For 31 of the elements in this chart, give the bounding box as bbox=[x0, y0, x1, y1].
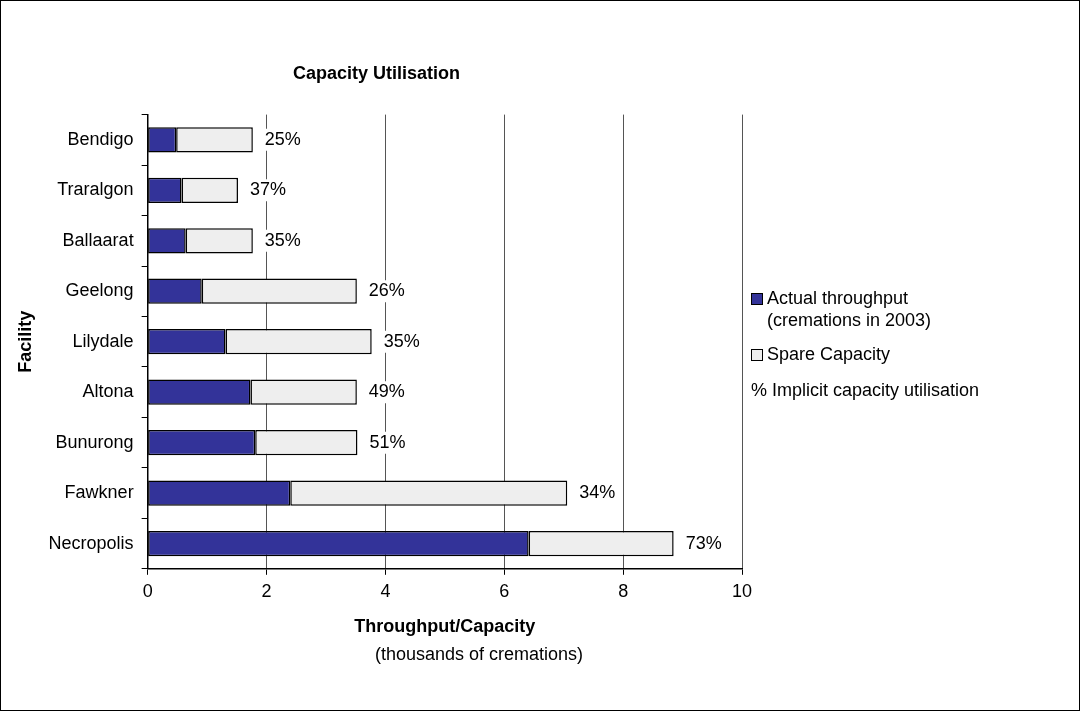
text: % Implicit capacity utilisation bbox=[751, 379, 980, 401]
y-tick-label: Bunurong bbox=[55, 431, 134, 452]
y-tick-label: Geelong bbox=[65, 280, 134, 301]
annotation: 73% bbox=[685, 532, 722, 553]
x-tick-label: 10 bbox=[731, 580, 753, 601]
y-tick-label: Fawkner bbox=[64, 482, 134, 503]
y-tick-label: Bendigo bbox=[67, 128, 134, 149]
y-tick-label: Lilydale bbox=[72, 330, 134, 351]
annotation: 35% bbox=[264, 229, 301, 250]
annotation: 26% bbox=[368, 280, 405, 301]
y-tick-label: Traralgon bbox=[57, 179, 134, 200]
y-tick-label: Necropolis bbox=[48, 532, 134, 553]
y-axis-title: Facility bbox=[14, 310, 35, 373]
chart-title: Capacity Utilisation bbox=[292, 62, 461, 83]
x-tick-label: 4 bbox=[380, 580, 391, 601]
annotation: 35% bbox=[383, 330, 420, 351]
x-tick-label: 2 bbox=[261, 580, 272, 601]
y-tick-label: Altona bbox=[82, 381, 135, 402]
x-tick-label: 8 bbox=[618, 580, 629, 601]
annotation: 51% bbox=[369, 431, 406, 452]
legend-label: Actual throughput (cremations in 2003) bbox=[767, 287, 933, 331]
text: (thousands of cremations) bbox=[373, 644, 585, 665]
legend-label: Spare Capacity bbox=[767, 343, 891, 365]
annotation: 34% bbox=[579, 482, 616, 503]
annotation: 37% bbox=[249, 179, 287, 200]
annotation: 49% bbox=[368, 381, 405, 402]
annotation: 25% bbox=[264, 128, 301, 149]
x-axis-title: Throughput/Capacity bbox=[354, 616, 536, 637]
x-tick-label: 0 bbox=[142, 580, 153, 601]
x-tick-label: 6 bbox=[499, 580, 510, 601]
y-tick-label: Ballaarat bbox=[62, 229, 134, 250]
